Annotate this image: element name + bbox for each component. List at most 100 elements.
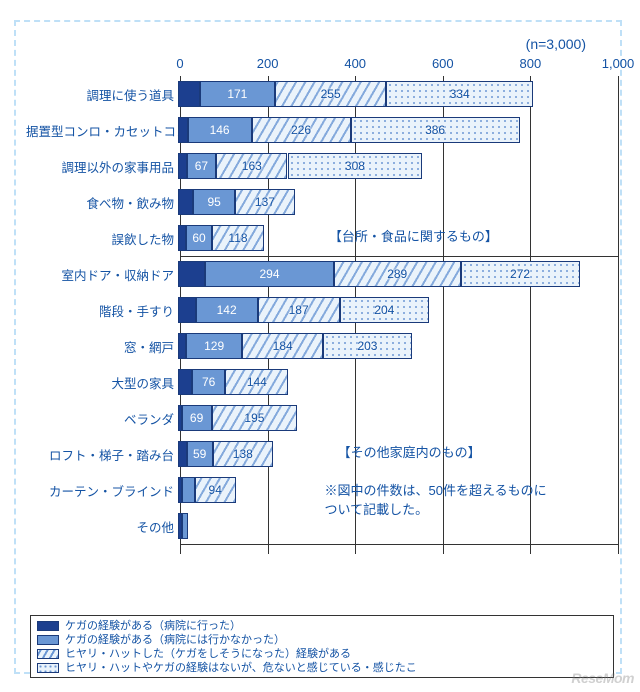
value-label: 137	[253, 195, 277, 209]
category-label: 大型の家具	[26, 373, 178, 392]
bar-segment: 386	[351, 117, 520, 143]
value-label: 129	[202, 339, 226, 353]
legend-item: ケガの経験がある（病院には行かなかった）	[37, 633, 607, 647]
legend: ケガの経験がある（病院に行った）ケガの経験がある（病院には行かなかった）ヒヤリ・…	[30, 615, 614, 678]
value-label: 69	[188, 411, 205, 425]
bar-row: 調理以外の家事用品 67 163 308	[26, 148, 618, 184]
bar-track: 146 226 386	[178, 117, 616, 143]
bar-segment: 142	[196, 297, 258, 323]
bar-track: 294 289 272	[178, 261, 616, 287]
bar-segment: 171	[200, 81, 275, 107]
bar-row: ロフト・梯子・踏み台 59 138	[26, 436, 618, 472]
bar-segment	[178, 81, 200, 107]
value-label: 138	[231, 447, 255, 461]
legend-swatch	[37, 649, 59, 659]
bar-segment	[178, 261, 205, 287]
bar-row: 調理に使う道具 171 255 334	[26, 76, 618, 112]
legend-swatch	[37, 663, 59, 673]
value-label: 142	[215, 303, 239, 317]
bar-segment: 76	[192, 369, 225, 395]
value-label: 204	[372, 303, 396, 317]
value-label: 294	[258, 267, 282, 281]
value-label: 334	[448, 87, 472, 101]
grid-line	[618, 76, 619, 554]
category-label: 調理以外の家事用品	[26, 157, 178, 176]
bar-row: 室内ドア・収納ドア 294 289 272	[26, 256, 618, 292]
bar-segment	[178, 297, 196, 323]
value-label: 76	[200, 375, 217, 389]
value-label: 226	[289, 123, 313, 137]
category-label: 室内ドア・収納ドア	[26, 265, 178, 284]
value-label: 195	[242, 411, 266, 425]
bar-segment: 187	[258, 297, 340, 323]
bar-segment: 146	[188, 117, 252, 143]
value-label: 203	[355, 339, 379, 353]
category-label: カーテン・ブラインド	[26, 481, 178, 500]
bar-segment	[178, 189, 193, 215]
bar-segment	[182, 477, 195, 503]
bar-segment: 334	[386, 81, 532, 107]
x-tick-label: 800	[520, 56, 542, 71]
category-label: 窓・網戸	[26, 337, 178, 356]
section-divider	[180, 256, 618, 257]
bar-segment: 118	[212, 225, 264, 251]
chart-footnote: ※図中の件数は、50件を超えるものに ついて記載した。	[325, 480, 547, 518]
x-tick-label: 600	[432, 56, 454, 71]
legend-label: ケガの経験がある（病院には行かなかった）	[65, 633, 285, 647]
category-label: 調理に使う道具	[26, 85, 178, 104]
value-label: 386	[423, 123, 447, 137]
bar-segment: 144	[225, 369, 288, 395]
value-label: 272	[508, 267, 532, 281]
bar-segment: 255	[275, 81, 387, 107]
value-label: 144	[245, 375, 269, 389]
section-annotation: 【その他家庭内のもの】	[338, 442, 481, 461]
bar-segment: 195	[212, 405, 297, 431]
bar-segment: 69	[182, 405, 212, 431]
bar-segment: 226	[252, 117, 351, 143]
value-label: 118	[226, 231, 249, 245]
value-label: 60	[190, 231, 207, 245]
bar-segment	[178, 441, 187, 467]
category-label: 食べ物・飲み物	[26, 193, 178, 212]
value-label: 184	[271, 339, 295, 353]
bar-segment: 204	[340, 297, 429, 323]
bar-segment: 129	[186, 333, 243, 359]
value-label: 163	[240, 159, 264, 173]
bar-track: 67 163 308	[178, 153, 616, 179]
legend-item: ケガの経験がある（病院に行った）	[37, 619, 607, 633]
bar-segment: 294	[205, 261, 334, 287]
bar-segment: 94	[195, 477, 236, 503]
legend-item: ヒヤリ・ハットした（ケガをしそうになった）経験がある	[37, 647, 607, 661]
legend-label: ケガの経験がある（病院に行った）	[65, 619, 241, 633]
value-label: 94	[207, 483, 224, 497]
value-label: 59	[191, 447, 208, 461]
bar-segment: 95	[193, 189, 235, 215]
category-label: その他	[26, 517, 178, 536]
category-label: 階段・手すり	[26, 301, 178, 320]
bar-row: 窓・網戸 129 184 203	[26, 328, 618, 364]
bar-segment: 67	[187, 153, 216, 179]
bar-segment: 59	[187, 441, 213, 467]
bar-segment	[178, 153, 187, 179]
x-tick-label: 200	[257, 56, 279, 71]
x-tick-label: 400	[344, 56, 366, 71]
legend-swatch	[37, 621, 59, 631]
value-label: 67	[193, 159, 210, 173]
legend-label: ヒヤリ・ハットした（ケガをしそうになった）経験がある	[65, 647, 351, 661]
bar-segment	[178, 369, 192, 395]
bar-segment: 308	[288, 153, 423, 179]
value-label: 171	[225, 87, 249, 101]
category-label: ロフト・梯子・踏み台	[26, 445, 178, 464]
bar-row: 大型の家具 76 144	[26, 364, 618, 400]
bar-segment: 163	[216, 153, 287, 179]
bar-segment: 289	[334, 261, 461, 287]
bar-track: 76 144	[178, 369, 616, 395]
bar-track: 142 187 204	[178, 297, 616, 323]
bar-row: 誤飲した物60118	[26, 220, 618, 256]
bar-segment: 184	[242, 333, 323, 359]
bars-area: 調理に使う道具 171 255 334 据置型コンロ・カセットコンロ・鍋 146 226 38…	[26, 76, 618, 544]
sample-size-label: (n=3,000)	[526, 36, 586, 52]
bar-segment	[182, 513, 188, 539]
value-label: 308	[343, 159, 367, 173]
category-label: 据置型コンロ・カセットコンロ・鍋	[26, 121, 178, 140]
